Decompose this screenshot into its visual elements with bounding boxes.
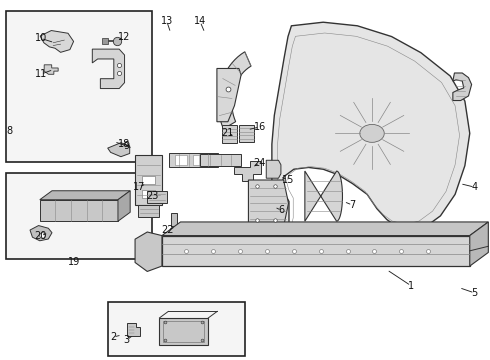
Polygon shape (40, 200, 118, 221)
Text: 6: 6 (279, 206, 285, 216)
Polygon shape (92, 49, 124, 89)
Polygon shape (266, 160, 281, 178)
Text: 13: 13 (161, 17, 173, 27)
Polygon shape (217, 68, 241, 122)
Text: 11: 11 (35, 69, 47, 79)
Polygon shape (135, 232, 162, 271)
Polygon shape (162, 222, 489, 235)
Polygon shape (118, 191, 130, 221)
Text: 3: 3 (123, 335, 130, 345)
Polygon shape (40, 31, 74, 52)
Text: 9: 9 (123, 141, 130, 151)
Bar (135, 155, 162, 205)
Bar (193, 155, 205, 165)
Bar (5, 12, 152, 162)
Text: 10: 10 (35, 33, 47, 43)
Polygon shape (248, 180, 289, 226)
Text: 19: 19 (68, 257, 80, 267)
Text: 20: 20 (35, 231, 47, 240)
Polygon shape (127, 323, 141, 336)
Polygon shape (108, 143, 130, 157)
Bar (159, 318, 208, 345)
Text: 7: 7 (349, 200, 356, 210)
Polygon shape (44, 65, 58, 74)
Text: 16: 16 (253, 122, 266, 132)
Text: 4: 4 (471, 182, 478, 192)
Polygon shape (234, 161, 261, 181)
Bar (239, 125, 254, 142)
Text: 21: 21 (221, 128, 234, 138)
Polygon shape (470, 222, 489, 266)
Text: 12: 12 (118, 32, 130, 41)
Polygon shape (162, 235, 470, 266)
Text: 22: 22 (162, 225, 174, 235)
Bar (171, 213, 177, 226)
Bar (139, 205, 159, 217)
Bar (175, 155, 187, 165)
Text: 17: 17 (133, 182, 145, 192)
Circle shape (360, 125, 384, 142)
Text: 14: 14 (194, 17, 206, 27)
Text: 23: 23 (146, 191, 158, 201)
Text: 5: 5 (471, 288, 478, 298)
Bar (142, 190, 155, 198)
Bar (142, 176, 155, 184)
Bar (200, 154, 242, 166)
Bar (108, 302, 245, 356)
Polygon shape (305, 171, 343, 221)
Text: 18: 18 (118, 139, 130, 149)
Text: 1: 1 (408, 281, 414, 291)
Text: 15: 15 (282, 175, 294, 185)
Polygon shape (40, 191, 130, 200)
Polygon shape (453, 73, 471, 100)
Bar (169, 153, 218, 167)
Polygon shape (272, 22, 470, 237)
Bar (221, 126, 237, 143)
Bar (5, 173, 152, 259)
Text: 2: 2 (110, 332, 116, 342)
Bar (163, 321, 204, 342)
Text: 8: 8 (6, 126, 13, 135)
Polygon shape (30, 226, 52, 241)
Bar (147, 192, 167, 203)
Text: 24: 24 (253, 158, 266, 168)
Polygon shape (218, 52, 251, 129)
